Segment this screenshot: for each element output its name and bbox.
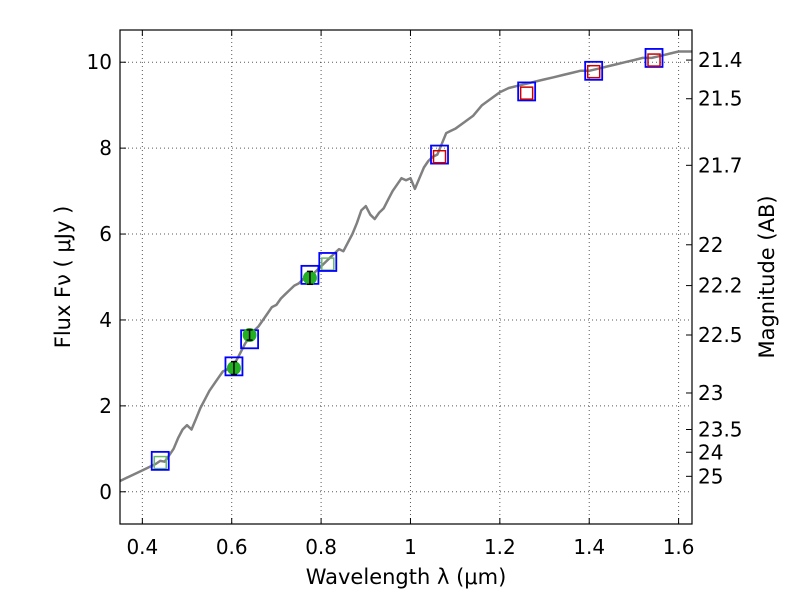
x-axis-label: Wavelength λ (μm) bbox=[306, 565, 507, 589]
model-photometry-square bbox=[318, 252, 338, 272]
y2-tick-label: 23.5 bbox=[698, 417, 743, 441]
x-tick-label: 0.6 bbox=[216, 535, 248, 559]
y2-tick-label: 21.7 bbox=[698, 153, 743, 177]
y2-tick-label: 25 bbox=[698, 464, 723, 488]
model-photometry-square bbox=[224, 356, 244, 377]
y2-tick-label: 21.4 bbox=[698, 48, 743, 72]
y-tick-label: 0 bbox=[99, 480, 112, 504]
y2-tick-label: 22 bbox=[698, 233, 723, 257]
observed-ir-square bbox=[647, 53, 661, 67]
observed-ir-square bbox=[519, 86, 534, 100]
x-tick-label: 1 bbox=[404, 535, 417, 559]
model-photometry-square bbox=[644, 48, 664, 68]
x-tick-label: 1.2 bbox=[484, 535, 516, 559]
x-tick-label: 0.8 bbox=[305, 535, 337, 559]
data-layer bbox=[119, 48, 692, 483]
grid-layer bbox=[120, 30, 692, 524]
plot-frame bbox=[119, 29, 693, 525]
y2-tick-label: 22.2 bbox=[698, 274, 743, 298]
model-photometry-square bbox=[430, 144, 449, 165]
model-photometry-square bbox=[517, 81, 537, 102]
observed-ir-square bbox=[432, 149, 447, 164]
y-tick-label: 2 bbox=[99, 394, 112, 418]
y-tick-label: 6 bbox=[99, 222, 112, 246]
y-tick-label: 4 bbox=[99, 308, 112, 332]
observed-flux-box bbox=[153, 455, 167, 470]
y-axis-label: Flux Fν ( μJy ) bbox=[51, 206, 75, 349]
y2-axis-label: Magnitude (AB) bbox=[755, 195, 779, 358]
y2-tick-label: 21.5 bbox=[698, 87, 743, 111]
x-tick-label: 1.4 bbox=[573, 535, 605, 559]
x-tick-label: 1.6 bbox=[663, 535, 695, 559]
y2-tick-label: 22.5 bbox=[698, 323, 743, 347]
y2-tick-label: 23 bbox=[698, 381, 723, 405]
y-tick-label: 10 bbox=[87, 50, 112, 74]
model-spectrum-line bbox=[119, 50, 692, 483]
model-photometry-square bbox=[150, 450, 170, 471]
model-photometry-square bbox=[584, 60, 604, 81]
y-tick-label: 8 bbox=[99, 136, 112, 160]
y2-tick-label: 24 bbox=[698, 440, 723, 464]
frame-layer bbox=[119, 29, 693, 525]
observed-ir-square bbox=[586, 64, 601, 79]
x-tick-label: 0.4 bbox=[126, 535, 158, 559]
